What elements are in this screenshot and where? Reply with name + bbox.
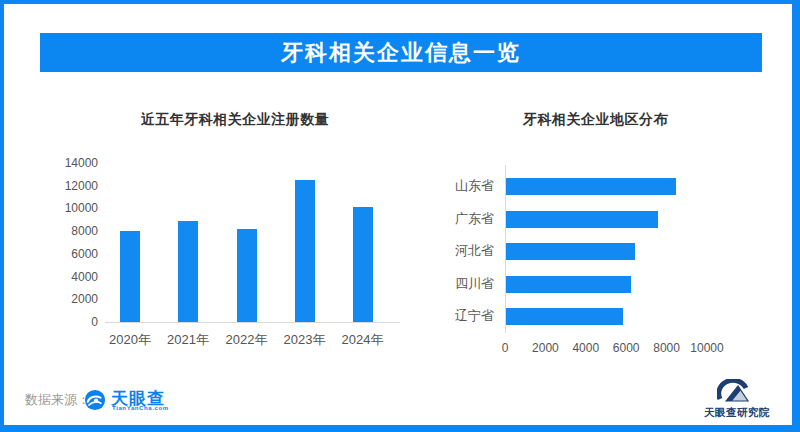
y-tick-label: 2000 [58,293,98,306]
region-bar-chart: 牙科相关企业地区分布 山东省广东省河北省四川省辽宁省02000400060008… [428,105,763,367]
region-chart-title: 牙科相关企业地区分布 [428,111,763,129]
bar [237,229,257,322]
bar [506,243,635,260]
institute-name: 天眼查研究院 [697,406,777,420]
bar [506,308,623,325]
x-category-label: 2020年 [100,333,160,347]
page-title: 牙科相关企业信息一览 [281,38,521,68]
bar [178,221,198,322]
y-tick-label: 14000 [58,157,98,170]
y-category-label: 河北省 [428,244,494,258]
y-tick-label: 10000 [58,202,98,215]
tianyancha-url-text: TianYanCha.com [112,405,169,411]
infographic-page: 牙科相关企业信息一览 近五年牙科相关企业注册数量 0 2000 4000 6000 80… [0,0,800,432]
y-category-label: 山东省 [428,179,494,193]
y-tick-label: 12000 [58,180,98,193]
y-tick-label: 8000 [58,225,98,238]
bar [506,276,631,293]
x-category-label: 2023年 [275,333,335,347]
bar [506,211,658,228]
bar [295,180,315,322]
x-axis-line [105,322,400,323]
y-tick-label: 6000 [58,248,98,261]
registration-bar-chart: 近五年牙科相关企业注册数量 0 2000 4000 6000 8000 10000 1200… [60,105,410,367]
y-category-label: 辽宁省 [428,309,494,323]
x-category-label: 2024年 [333,333,393,347]
y-tick-label: 0 [58,316,98,329]
tianyancha-eye-icon [84,389,106,411]
institute-mountain-icon [717,379,751,404]
y-category-label: 广东省 [428,212,494,226]
page-title-banner: 牙科相关企业信息一览 [40,33,762,72]
y-tick-label: 4000 [58,271,98,284]
x-category-label: 2022年 [217,333,277,347]
bar [506,178,676,195]
x-tick-label: 10000 [677,342,737,355]
data-source-label: 数据来源： [25,391,90,409]
bar [120,231,140,322]
bar [353,207,373,322]
y-category-label: 四川省 [428,277,494,291]
x-category-label: 2021年 [158,333,218,347]
registration-chart-title: 近五年牙科相关企业注册数量 [60,111,410,129]
